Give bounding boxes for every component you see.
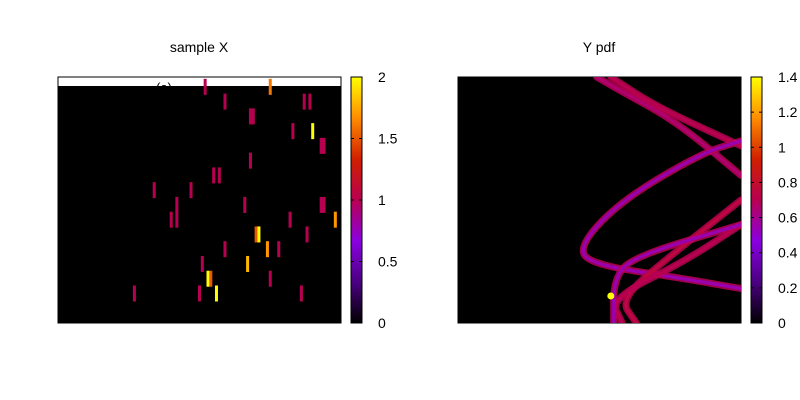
panel-1-mark-9 [319, 137, 323, 154]
panel-1-mark-37 [214, 285, 218, 302]
panel-2-curve-3 [624, 198, 741, 323]
panel-2-marks [579, 77, 741, 323]
panel-1-marks [132, 78, 337, 302]
panel-1-mark-8 [311, 123, 315, 140]
panel-2-curve-2 [581, 139, 741, 291]
panel-1-mark-13 [217, 167, 221, 184]
panel-2-background [458, 77, 741, 323]
panel-2-colorbar-label-4: 0.8 [778, 174, 798, 190]
panel-1-mark-34 [268, 270, 272, 287]
panel-1-mark-15 [189, 182, 193, 199]
panel-1-mark-7 [291, 123, 295, 140]
panel-1-mark-17 [243, 196, 247, 213]
panel-1-overlay-text: (a) [156, 80, 172, 95]
panel-1-mark-32 [206, 270, 210, 287]
panel-1-mark-38 [299, 285, 303, 302]
panel-1-mark-20 [169, 211, 173, 228]
panel-1-mark-27 [223, 241, 227, 258]
panel-1-colorbar-label-1: 0.5 [378, 254, 398, 270]
panel-1-mark-14 [152, 182, 156, 199]
panel-1-mark-31 [246, 255, 250, 272]
panel-2-colorbar-label-6: 1.2 [778, 104, 798, 120]
panel-1-mark-10 [322, 137, 326, 154]
panel-1-mark-18 [319, 196, 323, 213]
panel-2-colorbar-label-3: 0.6 [778, 210, 798, 226]
panel-1-mark-36 [198, 285, 201, 302]
panel-2-curve-5 [611, 222, 741, 323]
panel-1-mark-5 [248, 108, 252, 125]
panel-1-colorbar-label-3: 1.5 [378, 131, 398, 147]
panel-1-mark-2 [223, 93, 227, 110]
panel-1-colorbar-label-2: 1 [378, 192, 386, 208]
panel-2-title: Y pdf [583, 39, 616, 55]
panel-1-mark-4 [308, 93, 312, 110]
panel-1-mark-0 [203, 78, 207, 95]
panel-1-mark-16 [175, 196, 179, 213]
panel-1-mark-25 [257, 226, 261, 243]
panel-2-colorbar-label-0: 0 [778, 315, 786, 331]
panel-1-mark-24 [254, 226, 258, 243]
panel-2-curve-1 [594, 77, 741, 178]
panel-1-mark-11 [248, 152, 252, 169]
panel-2-colorbar [750, 76, 763, 324]
panel-1-mark-26 [305, 226, 309, 243]
panel-1-colorbar-label-0: 0 [378, 315, 386, 331]
panel-2-colorbar-label-7: 1.4 [778, 69, 798, 85]
panel-2-peak [607, 292, 615, 300]
panel-1-mark-28 [265, 241, 269, 258]
panel-1-mark-29 [277, 241, 281, 258]
panel-2-colorbar-label-2: 0.4 [778, 245, 798, 261]
panel-1-mark-19 [322, 196, 326, 213]
panel-1-title: sample X [170, 39, 229, 55]
panel-1-mark-3 [302, 93, 306, 110]
panel-1-colorbar-label-4: 2 [378, 69, 386, 85]
panel-2-curve-0 [609, 77, 741, 148]
panel-1-mark-30 [200, 255, 204, 272]
panel-1-mark-6 [251, 108, 255, 125]
panel-1-mark-1 [268, 78, 272, 95]
panel-1-mark-23 [333, 211, 337, 228]
panel-1-mark-21 [175, 211, 179, 228]
panel-1-mark-12 [212, 167, 216, 184]
panel-2-colorbar-label-1: 0.2 [778, 280, 798, 296]
panel-1-mark-33 [209, 270, 213, 287]
panel-1-mark-35 [132, 285, 136, 302]
panel-1-mark-22 [288, 211, 292, 228]
panel-2-colorbar-label-5: 1 [778, 139, 786, 155]
